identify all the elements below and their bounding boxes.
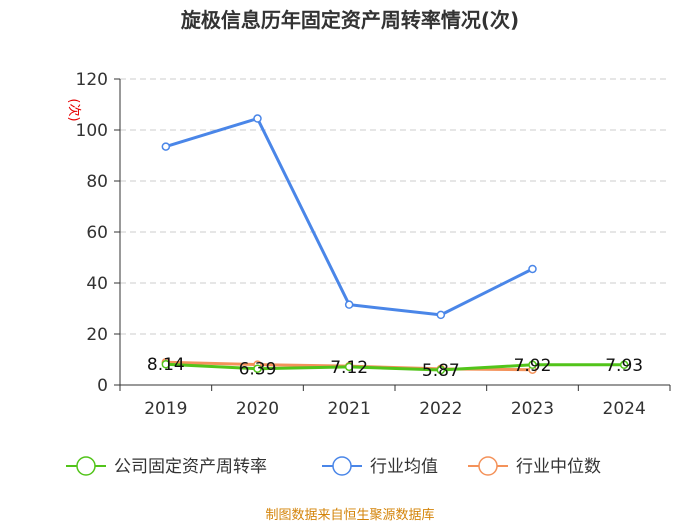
- x-tick-label-2021: 2021: [328, 399, 371, 419]
- point-0-2022: [436, 365, 446, 375]
- gridlines: [120, 78, 670, 335]
- legend-marker-1[interactable]: [332, 456, 352, 476]
- y-tick-label-120: 120: [76, 70, 108, 90]
- x-tick-label-2019: 2019: [144, 399, 187, 419]
- point-0-2020: [253, 364, 262, 373]
- point-1-2020: [253, 114, 262, 123]
- point-0-2021: [344, 362, 354, 372]
- x-tick-label-2022: 2022: [419, 399, 462, 419]
- series-line-0: [165, 362, 625, 372]
- series-layer: [161, 114, 629, 375]
- y-axis-label: (次): [66, 98, 82, 121]
- y-tick-label-80: 80: [86, 172, 108, 192]
- y-tick-label-20: 20: [86, 325, 108, 345]
- y-tick-label-60: 60: [86, 223, 108, 243]
- point-0-2019: [161, 359, 171, 369]
- data-labels: 8.14 6.39 7.12 5.87 7.92 7.93: [147, 355, 643, 381]
- data-label-2023: 7.92: [514, 356, 552, 376]
- legend-marker-2[interactable]: [478, 456, 498, 476]
- y-tick-label-100: 100: [76, 121, 108, 141]
- chart-title: 旋极信息历年固定资产周转率情况(次): [180, 8, 519, 32]
- y-tick-label-0: 0: [97, 376, 108, 396]
- x-tick-label-2020: 2020: [236, 399, 279, 419]
- x-tick-label-2023: 2023: [511, 399, 554, 419]
- x-tick-label-2024: 2024: [603, 399, 646, 419]
- point-0-2024: [619, 360, 629, 370]
- legend-marker-0[interactable]: [76, 456, 96, 476]
- point-1-2021: [344, 300, 354, 309]
- legend[interactable]: 公司固定资产周转率 行业均值 行业中位数: [66, 456, 601, 477]
- data-label-2021: 7.12: [330, 358, 368, 378]
- legend-label-2[interactable]: 行业中位数: [516, 457, 601, 477]
- data-label-2024: 7.93: [605, 356, 643, 376]
- axes: 0 20 40 60 80 100 120 2019 2020 2021 2022 2023 2024: [76, 70, 671, 419]
- legend-label-0[interactable]: 公司固定资产周转率: [114, 457, 267, 477]
- point-0-2023: [528, 360, 537, 370]
- data-label-2020: 6.39: [239, 360, 277, 380]
- data-label-2019: 8.14: [147, 355, 185, 375]
- data-label-2022: 5.87: [422, 361, 460, 381]
- legend-label-1[interactable]: 行业均值: [370, 457, 438, 477]
- source-note: 制图数据来自恒生聚源数据库: [265, 507, 434, 523]
- point-1-2019: [161, 142, 171, 151]
- point-1-2023: [528, 264, 537, 274]
- point-1-2022: [436, 310, 446, 320]
- y-tick-label-40: 40: [86, 274, 108, 294]
- series-line-1: [165, 117, 534, 317]
